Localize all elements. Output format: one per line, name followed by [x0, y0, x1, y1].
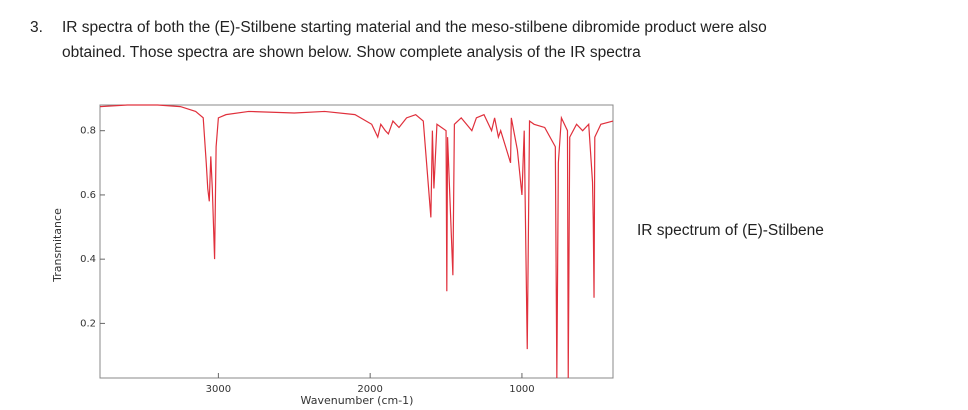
- x-axis-label: Wavenumber (cm-1): [301, 394, 414, 407]
- plot-frame: [99, 104, 614, 379]
- x-tick-label: 1000: [509, 384, 534, 395]
- caption: IR spectrum of (E)-Stilbene: [637, 222, 824, 239]
- y-tick-label: 0.2: [80, 318, 96, 329]
- question-line: obtained. Those spectra are shown below.…: [62, 44, 641, 61]
- question-line: IR spectra of both the (E)-Stilbene star…: [62, 19, 767, 36]
- y-tick-label: 0.8: [80, 126, 96, 137]
- spectrum-line: [99, 104, 614, 379]
- question-number: 3.: [30, 19, 43, 36]
- x-tick-label: 2000: [357, 384, 382, 395]
- y-tick-label: 0.4: [80, 254, 96, 265]
- y-tick-label: 0.6: [80, 190, 96, 201]
- x-tick-label: 3000: [206, 384, 231, 395]
- y-axis-label: Transmitance: [51, 208, 64, 283]
